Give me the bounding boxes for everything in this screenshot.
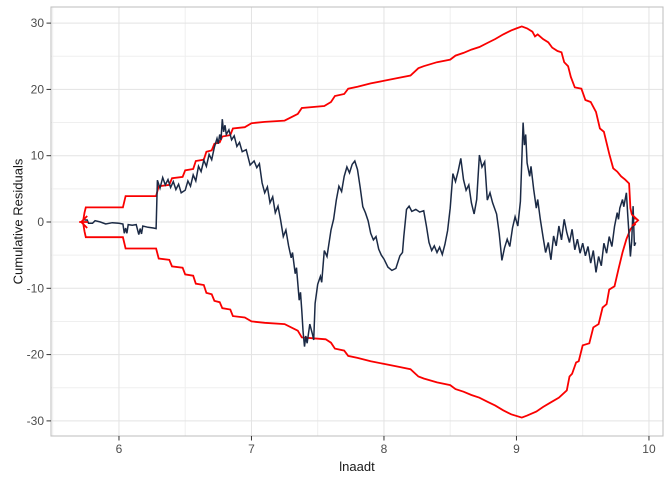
series-upper-envelope: [82, 25, 637, 221]
series-end-arrowhead: [631, 214, 640, 227]
y-tick-label: 30: [31, 16, 45, 30]
y-tick-label: -20: [27, 348, 45, 362]
y-tick-label: -10: [27, 281, 45, 295]
x-tick-label: 7: [248, 442, 255, 456]
x-tick-label: 9: [513, 442, 520, 456]
x-tick-label: 8: [381, 442, 388, 456]
series-lower-envelope: [82, 223, 637, 419]
y-tick-label: -30: [27, 414, 45, 428]
series-cumulative-residuals: [84, 119, 637, 347]
x-tick-label: 6: [116, 442, 123, 456]
y-tick-label: 0: [37, 215, 44, 229]
y-tick-label: 20: [31, 82, 45, 96]
y-tick-label: 10: [31, 149, 45, 163]
x-tick-label: 10: [642, 442, 656, 456]
y-axis-title: Cumulative Residuals: [10, 158, 26, 285]
x-axis-title: lnaadt: [339, 459, 375, 474]
